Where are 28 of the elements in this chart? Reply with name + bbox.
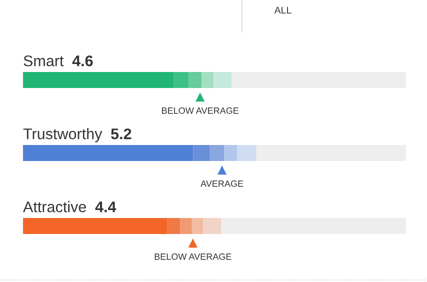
bar: [214, 72, 232, 88]
y-tick-label: Smart: [24, 55, 64, 66]
bar: [203, 218, 222, 234]
bar: [232, 72, 406, 88]
annotation: BELOW AVERAGE: [154, 253, 232, 260]
bar: [224, 145, 238, 161]
bar: [23, 218, 168, 234]
annotation: BELOW AVERAGE: [162, 107, 239, 114]
data-label: 4.4: [95, 202, 116, 212]
bar: [23, 72, 174, 88]
bar: [193, 145, 210, 161]
bar: [256, 145, 406, 161]
bar: [237, 145, 256, 161]
y-tick-label: Attractive: [23, 201, 86, 212]
bar: [180, 218, 192, 234]
text: ALL: [274, 6, 292, 14]
bar: [23, 145, 194, 161]
data-label: 4.6: [72, 55, 93, 66]
y-tick-label: Trustworthy: [23, 128, 102, 142]
bar: [221, 218, 406, 234]
data-label: 5.2: [111, 128, 132, 140]
bar: [188, 72, 202, 88]
bar: [192, 218, 204, 234]
annotation: AVERAGE: [200, 180, 244, 187]
bar: [174, 72, 189, 88]
bar: [167, 218, 180, 234]
bar: [210, 145, 224, 161]
bar: [202, 72, 214, 88]
